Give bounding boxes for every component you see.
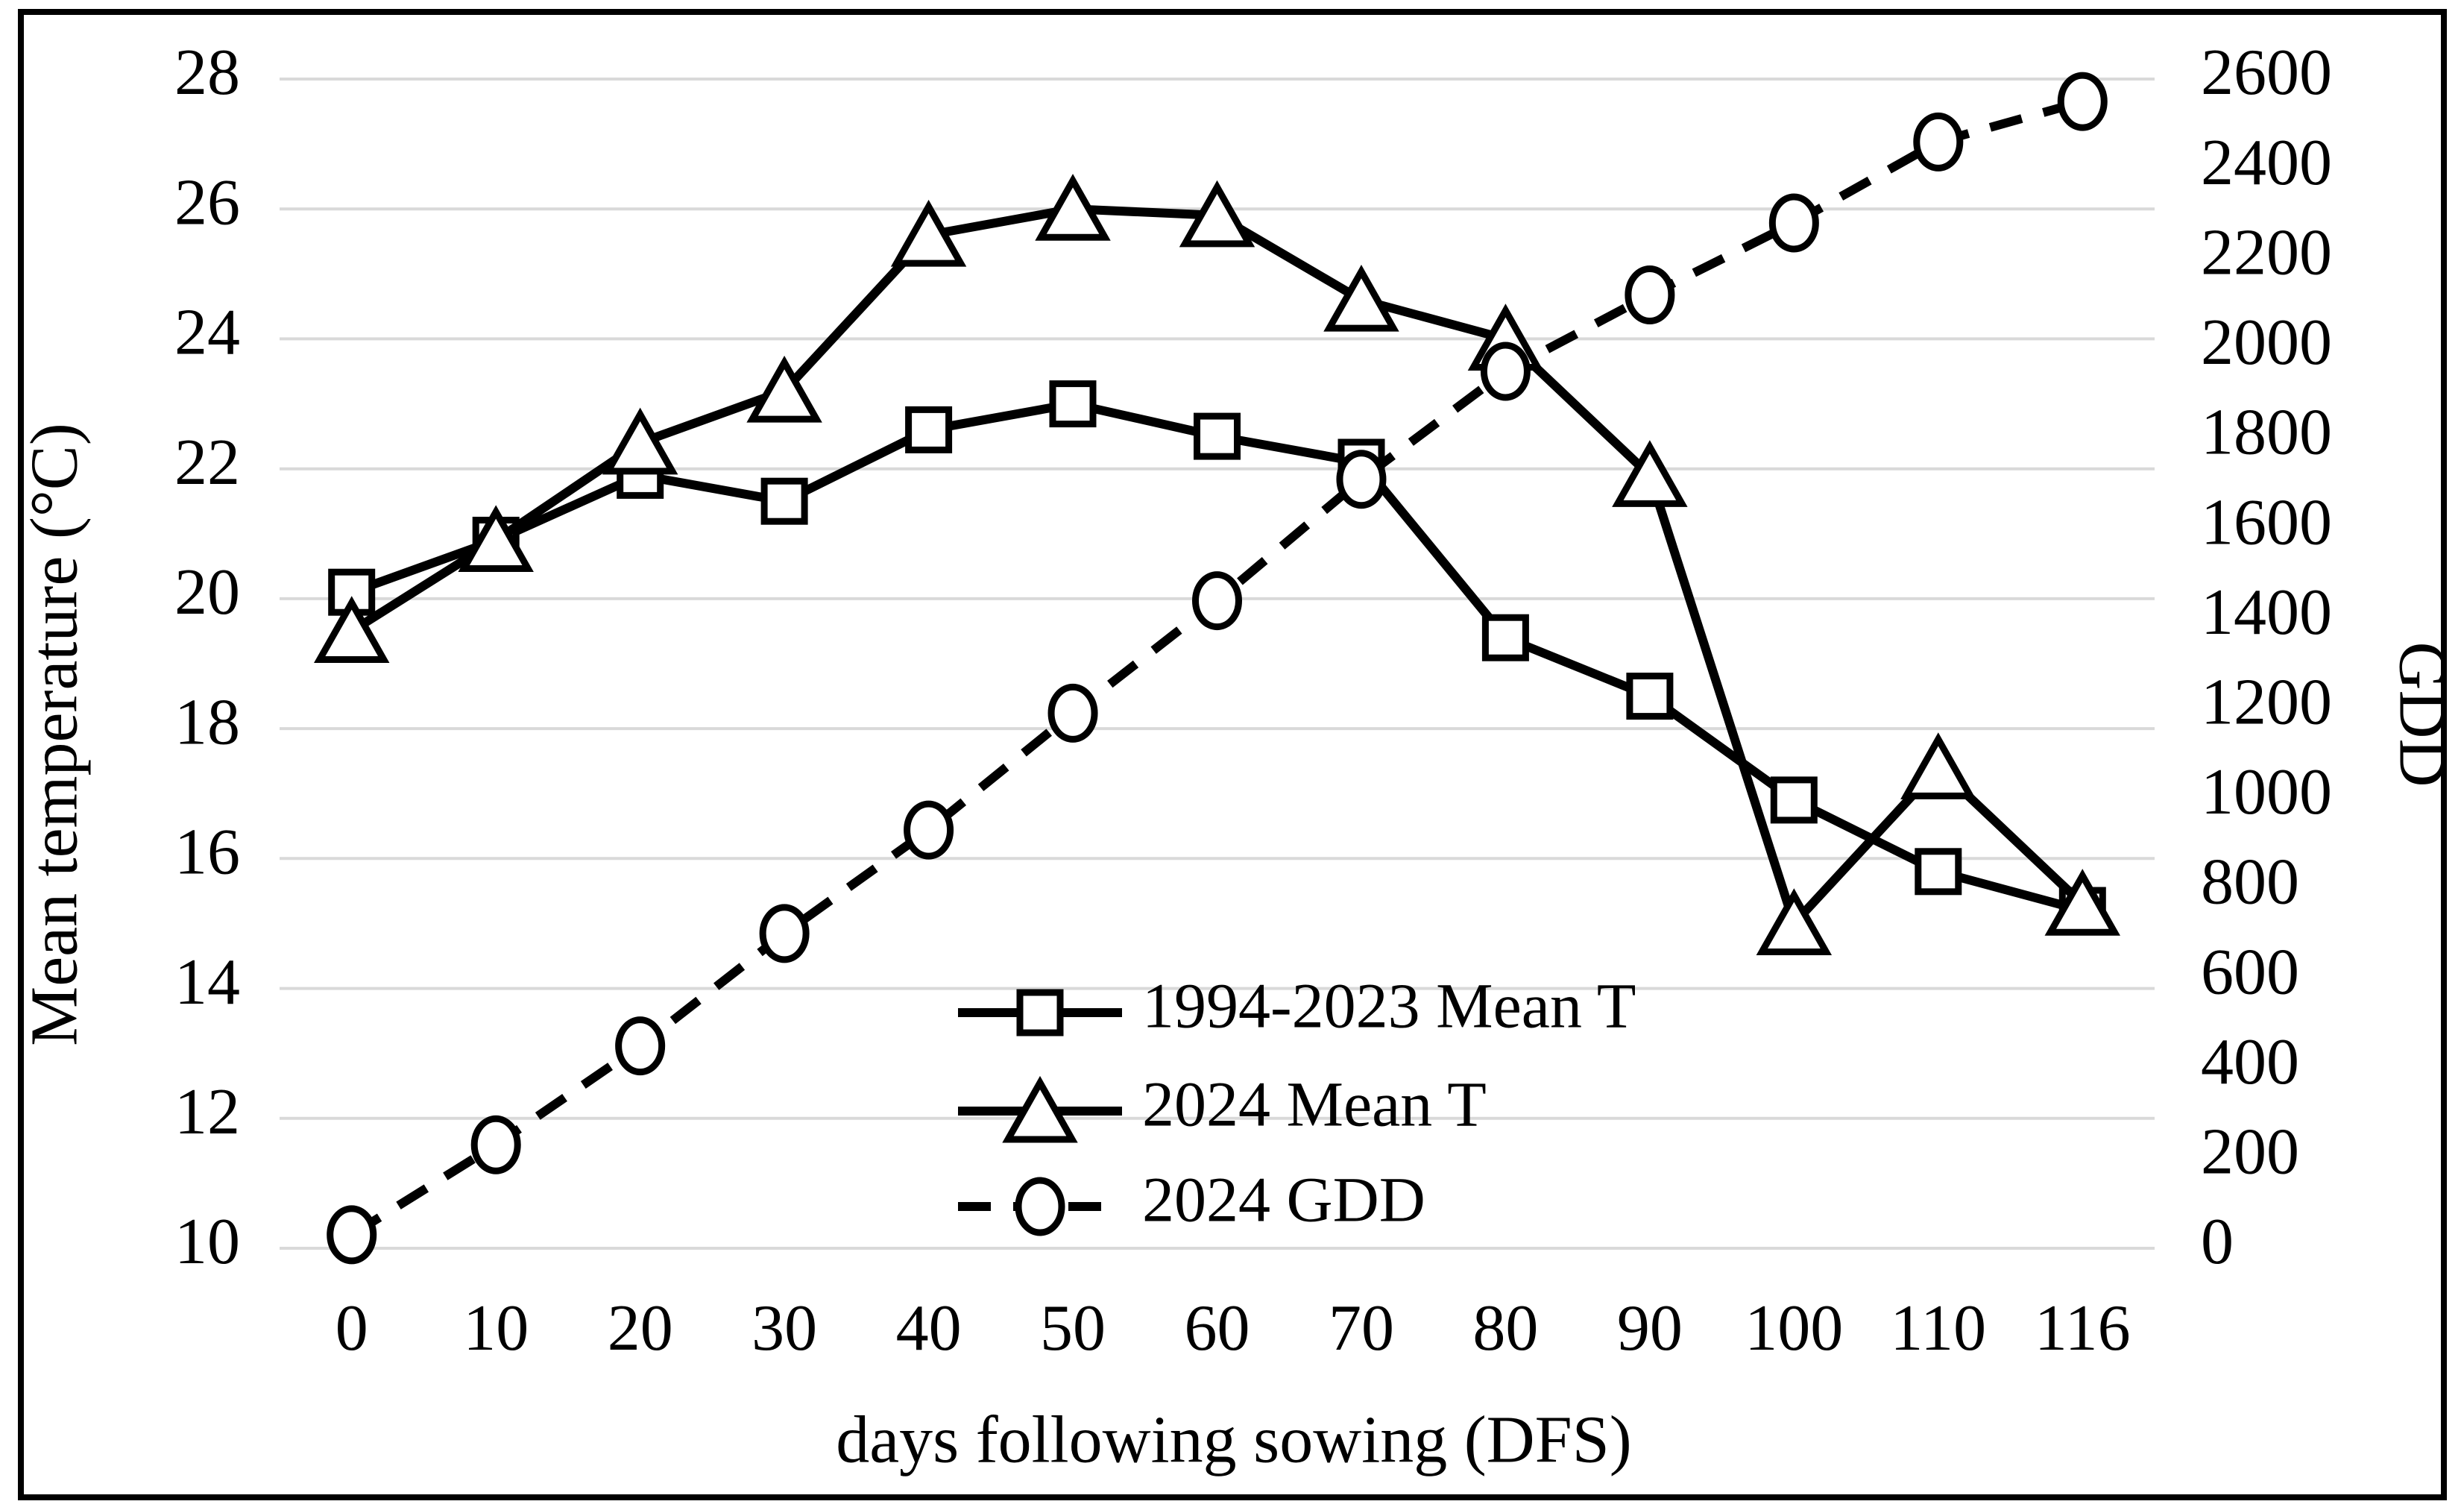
temp-axis-tick-label: 24	[174, 297, 240, 369]
triangle-marker-2024-mean-t	[1035, 174, 1111, 241]
x-axis-tick-label: 60	[1185, 1292, 1250, 1365]
triangle-marker-2024-mean-t	[458, 505, 534, 572]
circle-marker-2024-gdd	[470, 1115, 521, 1174]
square-marker-1994-2023-mean-t	[1915, 848, 1962, 896]
gdd-axis-tick-label: 0	[2201, 1206, 2234, 1278]
x-axis-tick-label: 110	[1890, 1292, 1986, 1365]
triangle-marker-2024-mean-t	[2044, 869, 2120, 936]
gdd-axis-tick-label: 1400	[2201, 576, 2332, 649]
x-axis-tick-label: 30	[752, 1292, 817, 1365]
left-axis-title: Mean temperature (°C)	[18, 423, 92, 1046]
circle-marker-2024-gdd	[1768, 193, 1819, 253]
circle-marker-2024-gdd	[1913, 112, 1964, 172]
circle-marker-2024-gdd	[1480, 342, 1531, 401]
circle-marker-2024-gdd	[1047, 683, 1098, 743]
legend-label-1994-2023-mean-t: 1994-2023 Mean T	[1142, 970, 1636, 1042]
circle-marker-2024-gdd	[615, 1016, 666, 1076]
triangle-marker-2024-mean-t	[890, 199, 967, 267]
gdd-axis-tick-label: 2200	[2201, 216, 2332, 289]
legend-triangle-marker	[1002, 1075, 1078, 1143]
x-axis-tick-label: 20	[608, 1292, 673, 1365]
square-marker-1994-2023-mean-t	[760, 477, 808, 525]
square-marker-1994-2023-mean-t	[1194, 412, 1241, 460]
gdd-axis-tick-label: 400	[2201, 1026, 2299, 1098]
triangle-marker-2024-mean-t	[1756, 888, 1833, 955]
x-axis-title: days following sowing (DFS)	[836, 1403, 1632, 1477]
circle-marker-2024-gdd	[2057, 72, 2108, 131]
x-axis-tick-label: 10	[463, 1292, 529, 1365]
legend-square-marker	[1016, 989, 1064, 1036]
circle-marker-2024-gdd	[1625, 265, 1675, 324]
legend-label-2024-mean-t: 2024 Mean T	[1142, 1069, 1487, 1140]
square-marker-1994-2023-mean-t	[1481, 614, 1529, 661]
gdd-axis-tick-label: 2600	[2201, 37, 2332, 109]
gdd-axis-tick-label: 800	[2201, 846, 2299, 919]
gdd-axis-tick-label: 200	[2201, 1116, 2299, 1189]
temp-axis-tick-label: 14	[174, 946, 240, 1019]
triangle-marker-2024-mean-t	[1900, 732, 1976, 799]
temp-axis-tick-label: 22	[174, 427, 240, 499]
x-axis-tick-label: 40	[896, 1292, 962, 1365]
gdd-axis-tick-label: 1800	[2201, 397, 2332, 469]
x-axis-tick-label: 50	[1040, 1292, 1106, 1365]
figure-border	[18, 9, 2447, 1500]
triangle-marker-2024-mean-t	[602, 407, 678, 475]
x-axis-tick-label: 0	[335, 1292, 368, 1365]
circle-marker-2024-gdd	[759, 904, 810, 963]
square-marker-1994-2023-mean-t	[1770, 776, 1818, 824]
gdd-axis-tick-label: 1000	[2201, 756, 2332, 828]
gdd-axis-tick-label: 600	[2201, 936, 2299, 1008]
circle-marker-2024-gdd	[327, 1205, 377, 1265]
gdd-axis-tick-label: 1600	[2201, 486, 2332, 559]
right-axis-title: GDD	[2385, 642, 2459, 787]
triangle-marker-2024-mean-t	[746, 355, 822, 423]
circle-marker-2024-gdd	[904, 800, 954, 860]
circle-marker-2024-gdd	[1336, 450, 1387, 509]
temp-axis-tick-label: 18	[174, 686, 240, 758]
triangle-marker-2024-mean-t	[1179, 180, 1255, 248]
temp-axis-tick-label: 16	[174, 816, 240, 888]
square-marker-1994-2023-mean-t	[1049, 380, 1097, 428]
temp-axis-tick-label: 26	[174, 166, 240, 239]
x-axis-tick-label: 100	[1745, 1292, 1843, 1365]
circle-marker-2024-gdd	[1192, 571, 1242, 631]
temp-axis-tick-label: 28	[174, 37, 240, 109]
legend-label-2024-gdd: 2024 GDD	[1142, 1164, 1425, 1236]
triangle-marker-2024-mean-t	[1323, 265, 1399, 332]
square-marker-1994-2023-mean-t	[905, 406, 953, 453]
square-marker-1994-2023-mean-t	[1626, 673, 1674, 720]
legend-circle-marker	[1015, 1177, 1065, 1236]
gdd-axis-tick-label: 1200	[2201, 666, 2332, 738]
x-axis-tick-label: 70	[1329, 1292, 1394, 1365]
triangle-marker-2024-mean-t	[314, 596, 390, 663]
gdd-axis-tick-label: 2400	[2201, 127, 2332, 199]
x-axis-tick-label: 80	[1472, 1292, 1538, 1365]
x-axis-tick-label: 116	[2035, 1292, 2131, 1365]
gdd-axis-tick-label: 2000	[2201, 306, 2332, 379]
x-axis-tick-label: 90	[1617, 1292, 1683, 1365]
temp-axis-tick-label: 10	[174, 1206, 240, 1278]
temp-axis-tick-label: 12	[174, 1076, 240, 1148]
triangle-marker-2024-mean-t	[1612, 440, 1688, 507]
temp-axis-tick-label: 20	[174, 556, 240, 629]
